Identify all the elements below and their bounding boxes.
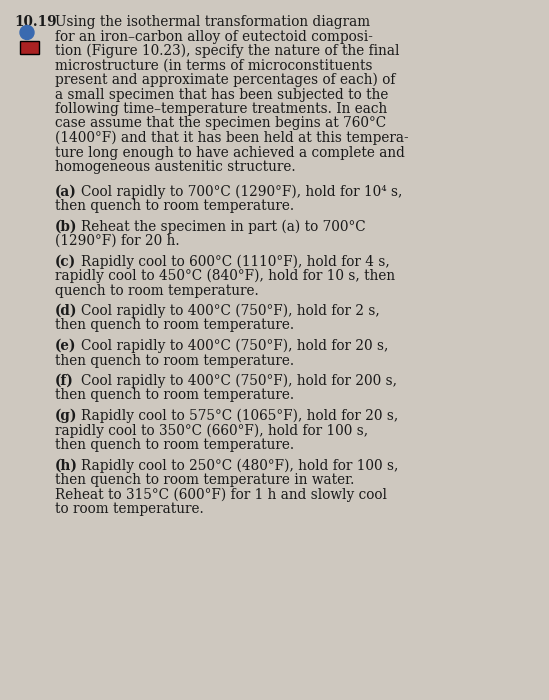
Text: ture long enough to have achieved a complete and: ture long enough to have achieved a comp… bbox=[55, 146, 405, 160]
Text: Cool rapidly to 400°C (750°F), hold for 20 s,: Cool rapidly to 400°C (750°F), hold for … bbox=[81, 339, 388, 354]
Text: for an iron–carbon alloy of eutectoid composi-: for an iron–carbon alloy of eutectoid co… bbox=[55, 29, 373, 43]
Text: tion (Figure 10.23), specify the nature of the final: tion (Figure 10.23), specify the nature … bbox=[55, 44, 400, 58]
Text: Reheat the specimen in part (a) to 700°C: Reheat the specimen in part (a) to 700°C bbox=[81, 220, 366, 234]
Text: a small specimen that has been subjected to the: a small specimen that has been subjected… bbox=[55, 88, 388, 102]
Text: microstructure (in terms of microconstituents: microstructure (in terms of microconstit… bbox=[55, 59, 373, 73]
Text: +: + bbox=[23, 28, 31, 37]
Text: (c): (c) bbox=[55, 255, 76, 269]
Text: Using the isothermal transformation diagram: Using the isothermal transformation diag… bbox=[55, 15, 370, 29]
Text: then quench to room temperature.: then quench to room temperature. bbox=[55, 318, 294, 332]
Text: then quench to room temperature.: then quench to room temperature. bbox=[55, 199, 294, 213]
Text: homogeneous austenitic structure.: homogeneous austenitic structure. bbox=[55, 160, 295, 174]
Text: (h): (h) bbox=[55, 458, 78, 472]
Text: Cool rapidly to 700°C (1290°F), hold for 10⁴ s,: Cool rapidly to 700°C (1290°F), hold for… bbox=[81, 185, 402, 199]
Text: Rapidly cool to 600°C (1110°F), hold for 4 s,: Rapidly cool to 600°C (1110°F), hold for… bbox=[81, 255, 390, 269]
Text: present and approximate percentages of each) of: present and approximate percentages of e… bbox=[55, 73, 395, 88]
Text: Cool rapidly to 400°C (750°F), hold for 2 s,: Cool rapidly to 400°C (750°F), hold for … bbox=[81, 304, 380, 318]
Text: then quench to room temperature in water.: then quench to room temperature in water… bbox=[55, 473, 354, 487]
Text: then quench to room temperature.: then quench to room temperature. bbox=[55, 354, 294, 368]
Text: case assume that the specimen begins at 760°C: case assume that the specimen begins at … bbox=[55, 116, 386, 130]
Text: (g): (g) bbox=[55, 409, 77, 423]
Text: (a): (a) bbox=[55, 185, 77, 199]
Text: Reheat to 315°C (600°F) for 1 h and slowly cool: Reheat to 315°C (600°F) for 1 h and slow… bbox=[55, 487, 387, 502]
Text: then quench to room temperature.: then quench to room temperature. bbox=[55, 389, 294, 402]
Text: rapidly cool to 350°C (660°F), hold for 100 s,: rapidly cool to 350°C (660°F), hold for … bbox=[55, 424, 368, 438]
Text: (e): (e) bbox=[55, 339, 76, 353]
Text: to room temperature.: to room temperature. bbox=[55, 502, 204, 516]
Text: (b): (b) bbox=[55, 220, 77, 234]
Text: Cool rapidly to 400°C (750°F), hold for 200 s,: Cool rapidly to 400°C (750°F), hold for … bbox=[81, 374, 397, 388]
Circle shape bbox=[20, 25, 34, 39]
Text: (d): (d) bbox=[55, 304, 77, 318]
Text: then quench to room temperature.: then quench to room temperature. bbox=[55, 438, 294, 452]
Text: Rapidly cool to 250°C (480°F), hold for 100 s,: Rapidly cool to 250°C (480°F), hold for … bbox=[81, 458, 399, 473]
Text: (f): (f) bbox=[55, 374, 74, 388]
Text: rapidly cool to 450°C (840°F), hold for 10 s, then: rapidly cool to 450°C (840°F), hold for … bbox=[55, 269, 395, 284]
Text: (1400°F) and that it has been held at this tempera-: (1400°F) and that it has been held at th… bbox=[55, 131, 408, 146]
Text: SS: SS bbox=[23, 43, 35, 52]
Text: following time–temperature treatments. In each: following time–temperature treatments. I… bbox=[55, 102, 387, 116]
Text: Rapidly cool to 575°C (1065°F), hold for 20 s,: Rapidly cool to 575°C (1065°F), hold for… bbox=[81, 409, 398, 423]
Text: 10.19: 10.19 bbox=[14, 15, 57, 29]
Text: (1290°F) for 20 h.: (1290°F) for 20 h. bbox=[55, 234, 180, 248]
FancyBboxPatch shape bbox=[20, 41, 39, 54]
Text: quench to room temperature.: quench to room temperature. bbox=[55, 284, 259, 298]
